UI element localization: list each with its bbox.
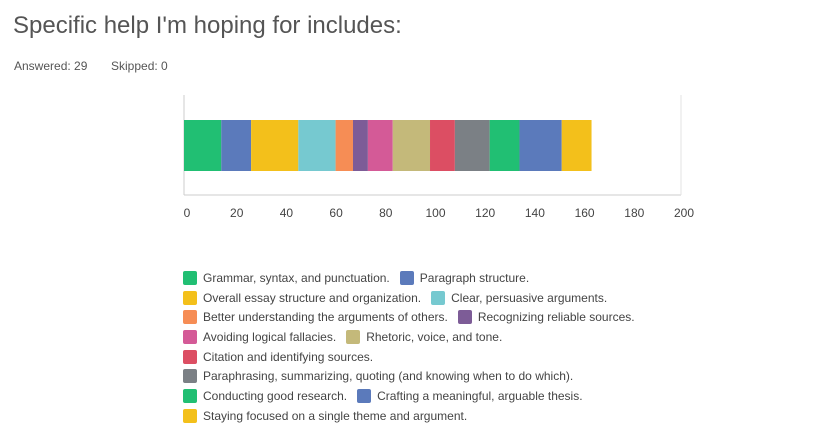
legend-row: Conducting good research. Crafting a mean… [183,386,645,406]
legend-label: Recognizing reliable sources. [477,310,635,325]
bar-segment [352,120,368,171]
legend-row: Avoiding logical fallacies. Rhetoric, voi… [183,327,645,347]
legend-item: Grammar, syntax, and punctuation. [183,270,390,285]
bar-segment [367,120,393,171]
legend-label: Conducting good research. [203,388,348,403]
bar-segment [454,120,490,171]
legend-swatch [357,388,372,403]
legend-row: Better understanding the arguments of ot… [183,307,645,327]
x-tick-label: 140 [525,206,545,220]
chart-title: Specific help I'm hoping for includes: [13,12,402,39]
x-tick-label: 0 [184,206,191,220]
legend-swatch [183,290,197,305]
legend-label: Avoiding logical fallacies. [203,329,337,344]
x-tick-label: 160 [575,206,595,220]
legend-swatch [183,270,197,285]
legend-row: Grammar, syntax, and punctuation. Paragra… [183,268,645,288]
legend: Grammar, syntax, and punctuation. Paragra… [183,268,645,426]
legend-label: Overall essay structure and organization… [203,290,422,305]
legend-item: Clear, persuasive arguments. [431,290,608,305]
legend-swatch [346,329,361,344]
bar-segment [251,120,299,171]
legend-item: Better understanding the arguments of ot… [183,310,448,325]
x-tick-label: 100 [425,206,445,220]
bar-segment [519,120,562,171]
legend-row: Overall essay structure and organization… [183,288,645,308]
bar-segment [335,120,353,171]
legend-item: Conducting good research. [183,388,348,403]
legend-row: Staying focused on a single theme and ar… [183,406,645,426]
bar-segment [489,120,520,171]
legend-swatch [431,290,446,305]
x-tick-label: 80 [379,206,393,220]
bar-segment [392,120,431,171]
x-tick-label: 120 [475,206,495,220]
legend-label: Crafting a meaningful, arguable thesis. [377,388,583,403]
legend-item: Paragraph structure. [399,270,530,285]
legend-swatch [183,369,197,384]
legend-swatch [457,310,472,325]
bar-segment [221,120,252,171]
legend-label: Paraphrasing, summarizing, quoting (and … [203,369,574,384]
x-tick-label: 60 [329,206,343,220]
legend-label: Paragraph structure. [419,270,530,285]
x-tick-label: 180 [624,206,644,220]
legend-label: Rhetoric, voice, and tone. [366,329,503,344]
legend-item: Staying focused on a single theme and ar… [183,408,468,423]
legend-swatch [183,329,197,344]
answered-count: Answered: 29 [14,59,88,73]
legend-swatch [183,408,197,423]
legend-item: Paraphrasing, summarizing, quoting (and … [183,369,574,384]
legend-item: Rhetoric, voice, and tone. [346,329,503,344]
legend-item: Crafting a meaningful, arguable thesis. [357,388,583,403]
x-tick-label: 200 [674,206,694,220]
legend-swatch [183,310,197,325]
legend-item: Citation and identifying sources. [183,349,374,364]
legend-swatch [183,349,197,364]
legend-item: Recognizing reliable sources. [457,310,635,325]
legend-item: Avoiding logical fallacies. [183,329,337,344]
legend-row: Paraphrasing, summarizing, quoting (and … [183,366,645,386]
legend-label: Better understanding the arguments of ot… [203,310,448,325]
bar-segment [298,120,336,171]
x-tick-label: 20 [230,206,244,220]
legend-item: Overall essay structure and organization… [183,290,422,305]
bar-segment [561,120,592,171]
x-tick-label: 40 [280,206,294,220]
bar-segment [184,120,222,171]
legend-label: Staying focused on a single theme and ar… [203,408,468,423]
legend-swatch [399,270,414,285]
legend-swatch [183,388,197,403]
legend-label: Citation and identifying sources. [203,349,374,364]
bar-segment [430,120,455,171]
skipped-count: Skipped: 0 [111,59,168,73]
legend-label: Clear, persuasive arguments. [451,290,608,305]
legend-label: Grammar, syntax, and punctuation. [203,270,390,285]
legend-row: Citation and identifying sources. [183,347,645,367]
